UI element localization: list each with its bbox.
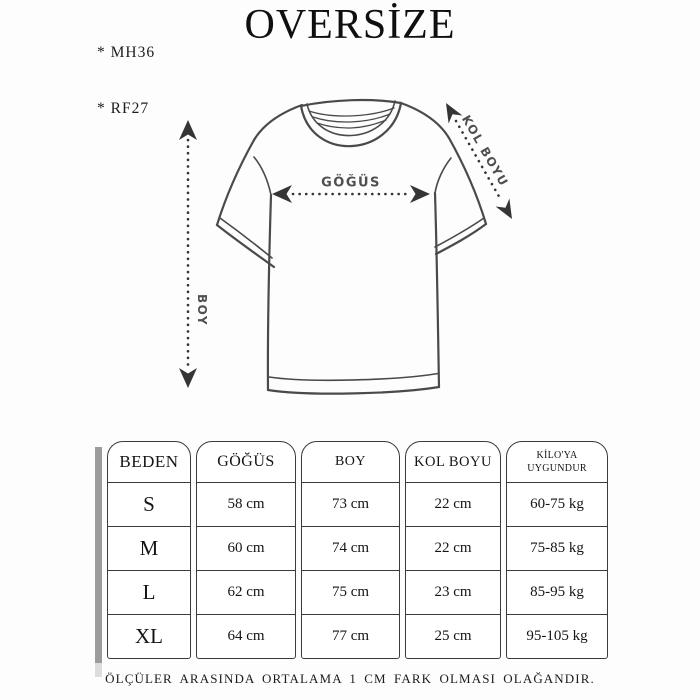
arrowhead-up — [179, 120, 197, 140]
cell-chest-m: 60 cm — [197, 527, 295, 571]
cell-size-l: L — [108, 571, 190, 615]
cell-weight-s: 60-75 kg — [507, 483, 607, 527]
cell-sleeve-l: 23 cm — [406, 571, 500, 615]
column-boy: BOY 73 cm 74 cm 75 cm 77 cm — [301, 441, 400, 659]
size-table: BEDEN S M L XL GÖĞÜS 58 cm 60 cm 62 cm 6… — [107, 441, 608, 659]
scan-shadow-nub — [95, 663, 102, 677]
column-kilo: KİLO'YA UYGUNDUR 60-75 kg 75-85 kg 85-95… — [506, 441, 608, 659]
page-title: OVERSİZE — [244, 2, 456, 48]
cell-chest-l: 62 cm — [197, 571, 295, 615]
arrowhead-lower — [495, 198, 512, 219]
tolerance-note: ÖLÇÜLER ARASINDA ORTALAMA 1 CM FARK OLMA… — [105, 671, 595, 686]
chest-width-arrow — [272, 185, 430, 203]
column-gogus: GÖĞÜS 58 cm 60 cm 62 cm 64 cm — [196, 441, 296, 659]
product-code-1: * MH36 — [97, 44, 156, 62]
arrowhead-left — [272, 185, 292, 203]
cell-sleeve-xl: 25 cm — [434, 628, 472, 644]
chest-label: GÖĞÜS — [321, 175, 381, 191]
product-code-2: * RF27 — [97, 99, 150, 117]
column-header-gogus: GÖĞÜS — [197, 442, 295, 483]
product-codes: * MH36 * RF27 — [97, 7, 155, 156]
cell-weight-m: 75-85 kg — [507, 527, 607, 571]
column-header-boy: BOY — [302, 442, 399, 483]
column-header-kilo-line1: KİLO'YA — [536, 450, 578, 461]
scan-shadow-strip — [95, 447, 102, 663]
arrowhead-upper — [446, 103, 463, 124]
arrowhead-down — [179, 368, 197, 388]
cell-sleeve-s: 22 cm — [406, 483, 500, 527]
cell-size-m: M — [108, 527, 190, 571]
collar-rib-lines — [308, 107, 395, 129]
column-header-kol-boyu: KOL BOYU — [406, 442, 500, 483]
column-header-beden: BEDEN — [108, 442, 190, 483]
cell-length-l: 75 cm — [302, 571, 399, 615]
cell-weight-xl: 95-105 kg — [526, 628, 588, 644]
cell-size-xl: XL — [135, 624, 163, 648]
tshirt-outline — [215, 98, 488, 395]
cell-sleeve-m: 22 cm — [406, 527, 500, 571]
arrowhead-right — [410, 185, 430, 203]
cell-chest-xl: 64 cm — [227, 628, 265, 644]
column-header-kilo-line2: UYGUNDUR — [527, 463, 587, 474]
cell-length-s: 73 cm — [302, 483, 399, 527]
column-beden: BEDEN S M L XL — [107, 441, 191, 659]
cell-size-s: S — [108, 483, 190, 527]
sleeve-length-arrow — [446, 103, 512, 219]
column-header-kilo: KİLO'YA UYGUNDUR — [507, 442, 607, 483]
column-kol-boyu: KOL BOYU 22 cm 22 cm 23 cm 25 cm — [405, 441, 501, 659]
length-label: BOY — [195, 293, 209, 327]
cell-chest-s: 58 cm — [197, 483, 295, 527]
cell-length-m: 74 cm — [302, 527, 399, 571]
length-arrow — [179, 120, 197, 388]
cell-weight-l: 85-95 kg — [507, 571, 607, 615]
cell-length-xl: 77 cm — [331, 628, 370, 644]
